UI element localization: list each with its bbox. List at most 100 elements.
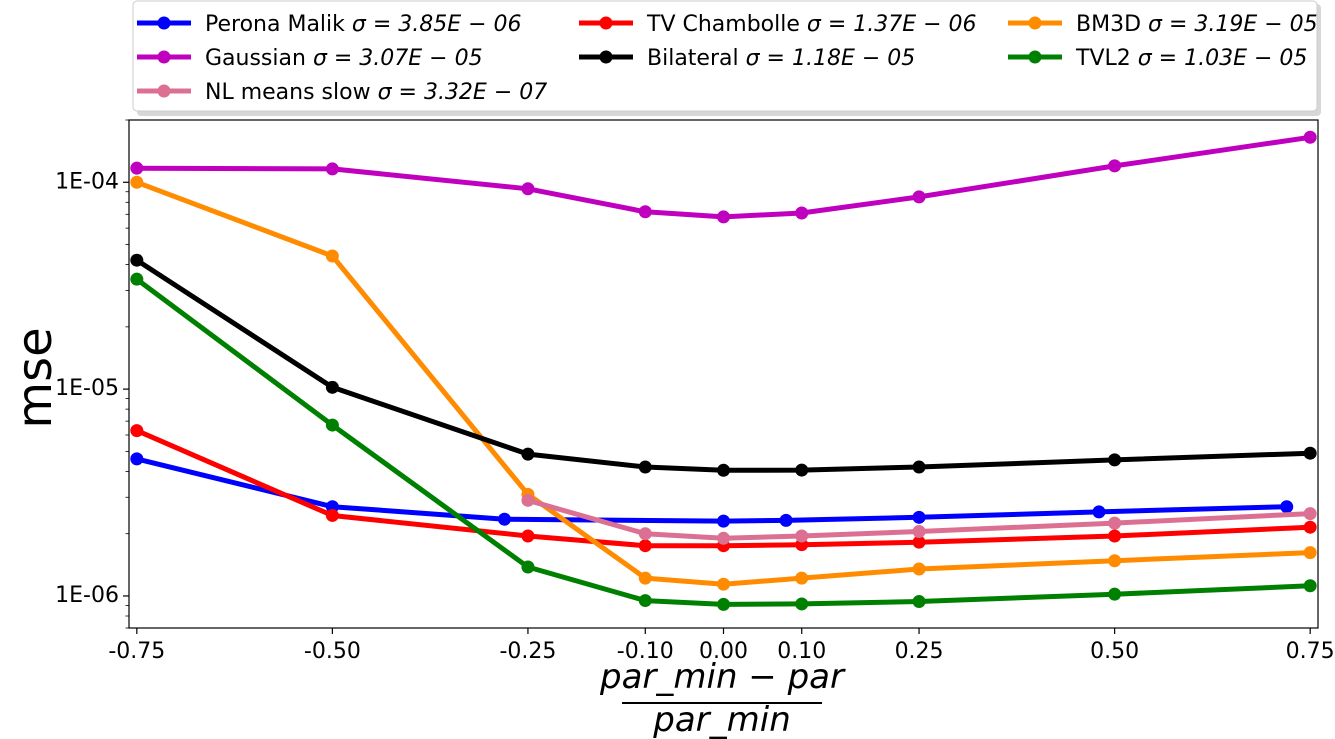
x-tick-label: -0.50 <box>304 639 361 664</box>
data-point <box>1108 529 1122 543</box>
x-tick-label: -0.25 <box>499 639 556 664</box>
legend-method-name: Perona Malik <box>205 12 352 37</box>
legend-label: NL means slow σ = 3.32E − 07 <box>205 80 547 105</box>
y-axis-label: mse <box>7 327 63 428</box>
legend-swatch-marker <box>599 16 613 30</box>
legend-method-name: NL means slow <box>205 80 378 105</box>
legend-item: TVL2 σ = 1.03E − 05 <box>1008 46 1307 71</box>
series-line <box>136 456 1287 524</box>
data-point <box>1303 579 1317 593</box>
data-point <box>795 206 809 220</box>
legend-label: Perona Malik σ = 3.85E − 06 <box>205 12 522 37</box>
data-point <box>130 272 144 286</box>
y-tick-label: 1E-04 <box>55 169 119 194</box>
data-point <box>717 463 730 477</box>
x-label-denominator: par_min <box>652 700 791 739</box>
data-point <box>497 512 511 526</box>
data-point <box>638 460 652 474</box>
data-point <box>638 539 652 553</box>
legend-item: Gaussian σ = 3.07E − 05 <box>137 46 483 71</box>
legend: Perona Malik σ = 3.85E − 06 Gaussian σ = … <box>132 0 1321 116</box>
legend-swatch-marker <box>1028 50 1042 64</box>
legend-method-name: TV Chambolle <box>646 12 807 37</box>
data-point <box>130 175 144 189</box>
series-5 <box>130 272 1317 611</box>
data-point <box>795 571 809 585</box>
legend-sigma-value: σ = 3.85E − 06 <box>352 12 522 37</box>
legend-label: Gaussian σ = 3.07E − 05 <box>205 46 483 71</box>
data-point <box>912 190 926 204</box>
legend-label: Bilateral σ = 1.18E − 05 <box>647 46 915 71</box>
series-1 <box>130 424 1317 553</box>
data-point <box>717 531 730 545</box>
x-tick-label: -0.75 <box>108 639 165 664</box>
legend-label: TV Chambolle σ = 1.37E − 06 <box>646 12 977 37</box>
data-point <box>912 460 926 474</box>
data-point <box>638 594 652 608</box>
y-tick-label: 1E-06 <box>55 583 119 608</box>
legend-method-name: BM3D <box>1076 12 1148 37</box>
data-point <box>325 162 339 176</box>
data-point <box>795 597 809 611</box>
data-point <box>1303 546 1317 560</box>
x-tick-label: 0.10 <box>777 639 826 664</box>
legend-item: NL means slow σ = 3.32E − 07 <box>137 80 547 105</box>
data-point <box>1108 159 1122 173</box>
legend-label: TVL2 σ = 1.03E − 05 <box>1075 46 1307 71</box>
legend-swatch-marker <box>599 50 613 64</box>
legend-method-name: Gaussian <box>205 46 313 71</box>
data-point <box>638 571 652 585</box>
series-3 <box>130 130 1317 224</box>
x-tick-label: 0.75 <box>1286 639 1335 664</box>
legend-method-name: Bilateral <box>647 46 746 71</box>
series-0 <box>130 452 1294 528</box>
series-6 <box>521 493 1317 545</box>
data-point <box>638 527 652 541</box>
data-point <box>521 560 535 574</box>
data-point <box>1108 587 1122 601</box>
y-tick-label: 1E-05 <box>55 376 119 401</box>
legend-item: BM3D σ = 3.19E − 05 <box>1008 12 1318 37</box>
series-line <box>136 134 1311 220</box>
data-point <box>325 508 339 522</box>
legend-swatch-marker <box>1028 16 1042 30</box>
data-point <box>717 514 730 528</box>
data-point <box>521 447 535 461</box>
legend-item: Perona Malik σ = 3.85E − 06 <box>137 12 522 37</box>
legend-sigma-value: σ = 1.18E − 05 <box>746 46 916 71</box>
legend-swatch-marker <box>157 84 171 98</box>
series-line <box>135 277 1311 607</box>
data-point <box>1280 500 1294 514</box>
data-point <box>1108 516 1122 530</box>
data-point <box>779 513 793 527</box>
data-point <box>325 418 339 432</box>
data-point <box>130 424 144 438</box>
legend-item: TV Chambolle σ = 1.37E − 06 <box>579 12 977 37</box>
legend-swatch-marker <box>157 50 171 64</box>
legend-sigma-value: σ = 1.03E − 05 <box>1138 46 1308 71</box>
data-point <box>912 535 926 549</box>
data-point <box>717 597 730 611</box>
data-point <box>1303 507 1317 521</box>
legend-swatch-marker <box>157 16 171 30</box>
data-point <box>521 182 535 196</box>
data-point <box>1303 130 1317 144</box>
legend-box <box>132 0 1318 112</box>
x-label-numerator: par_min − par <box>599 657 846 697</box>
x-tick-label: -0.10 <box>617 639 674 664</box>
data-point <box>717 210 730 224</box>
legend-sigma-value: σ = 1.37E − 06 <box>807 12 977 37</box>
data-point <box>912 510 926 524</box>
data-point <box>1092 505 1106 519</box>
legend-sigma-value: σ = 3.32E − 07 <box>378 80 548 105</box>
data-point <box>1303 520 1317 534</box>
data-point <box>912 562 926 576</box>
series-4 <box>130 253 1317 477</box>
data-point <box>521 529 535 543</box>
series-line <box>135 258 1311 473</box>
legend-label: BM3D σ = 3.19E − 05 <box>1076 12 1318 37</box>
x-tick-label: 0.25 <box>895 639 944 664</box>
data-point <box>912 595 926 609</box>
